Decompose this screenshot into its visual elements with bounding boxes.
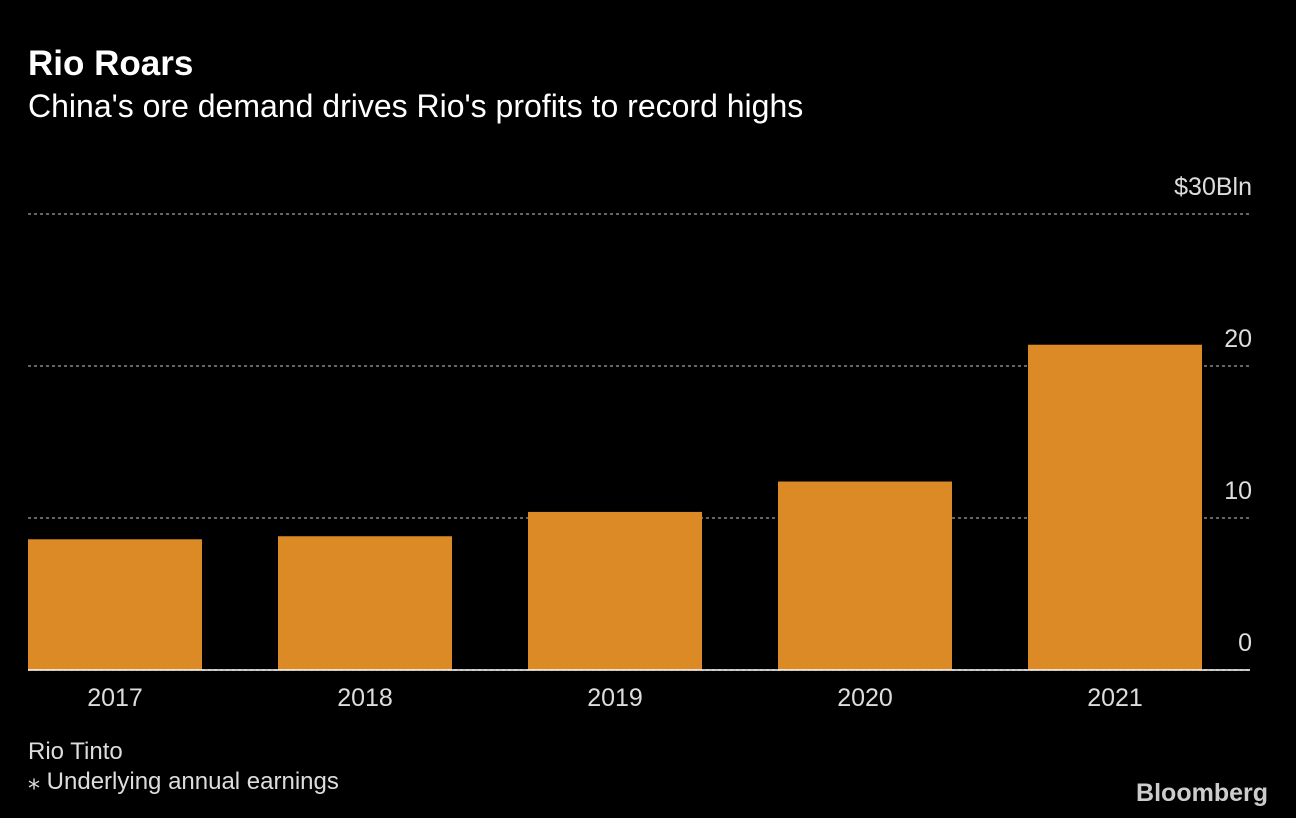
note: ⁎ Underlying annual earnings bbox=[28, 768, 339, 795]
chart-subtitle: China's ore demand drives Rio's profits … bbox=[28, 88, 803, 124]
bar bbox=[528, 511, 702, 670]
y-tick-label: 10 bbox=[1224, 477, 1252, 505]
brand: Bloomberg bbox=[1136, 779, 1268, 807]
bar bbox=[28, 539, 202, 670]
x-tick-label: 2021 bbox=[1087, 684, 1143, 712]
bar bbox=[778, 481, 952, 670]
y-tick-label: 0 bbox=[1238, 629, 1252, 657]
x-tick-label: 2017 bbox=[87, 684, 143, 712]
x-tick-label: 2019 bbox=[587, 684, 643, 712]
bar bbox=[278, 536, 452, 670]
source: Rio Tinto bbox=[28, 738, 123, 765]
y-tick-label: $30Bln bbox=[1174, 173, 1252, 201]
x-tick-label: 2020 bbox=[837, 684, 893, 712]
bar bbox=[1028, 344, 1202, 670]
chart-title: Rio Roars bbox=[28, 44, 193, 83]
x-tick-label: 2018 bbox=[337, 684, 393, 712]
y-tick-label: 20 bbox=[1224, 325, 1252, 353]
